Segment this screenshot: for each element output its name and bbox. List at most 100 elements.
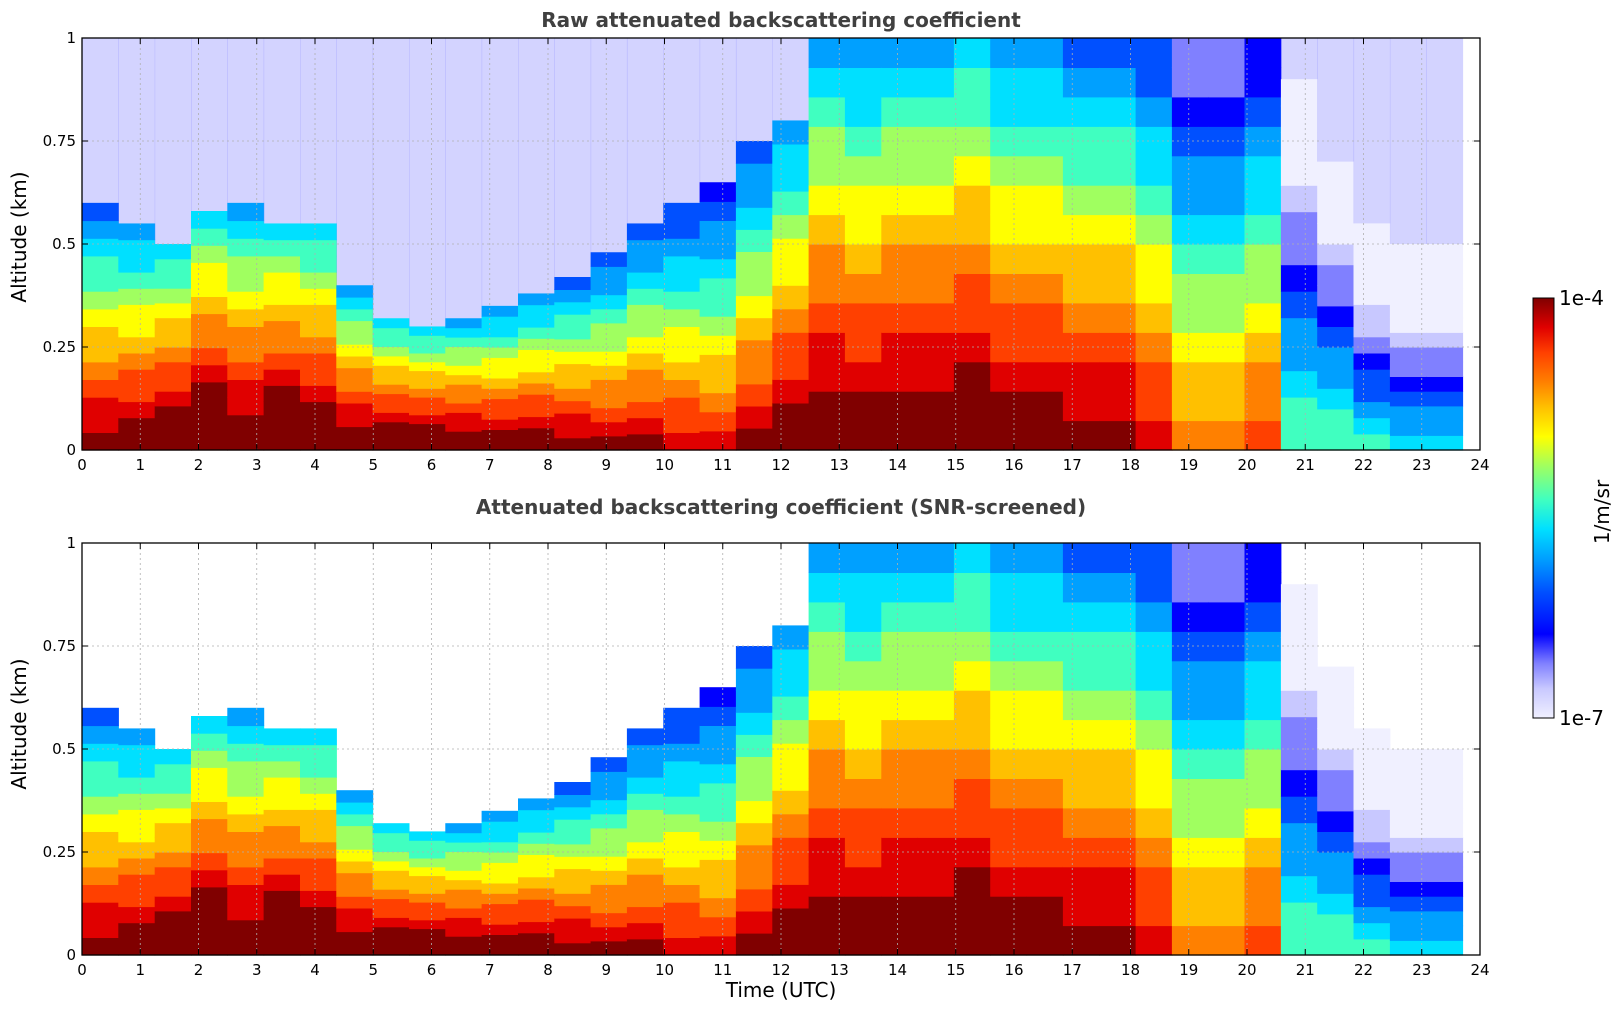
heatmap-cell <box>1171 690 1209 721</box>
heatmap-cell <box>518 360 555 373</box>
heatmap-cell <box>772 672 810 697</box>
heatmap-cell <box>844 601 882 632</box>
x-tick-label: 1 <box>135 961 145 979</box>
heatmap-cell <box>1208 244 1246 274</box>
heatmap-cell <box>881 543 919 573</box>
heatmap-cell <box>1062 273 1100 304</box>
heatmap-cell <box>1171 719 1209 750</box>
heatmap-cell <box>1244 601 1282 632</box>
heatmap-cell <box>554 388 592 402</box>
heatmap-cell <box>1208 185 1246 216</box>
heatmap-cell <box>336 860 374 874</box>
axis-ticks: 0 1 2 3 4 5 6 7 8 9 10 11 12 13 14 15 16 17 18 19 20 21 22 23 24… <box>43 534 1490 979</box>
heatmap-cell <box>518 854 555 867</box>
heatmap-cell <box>1317 831 1355 853</box>
heatmap-cell <box>1062 807 1100 838</box>
heatmap-cell <box>336 426 374 439</box>
heatmap-cell <box>1062 38 1100 68</box>
heatmap-cell <box>1317 749 1355 771</box>
heatmap-cell <box>227 344 265 363</box>
heatmap-cell <box>1426 881 1464 897</box>
heatmap-cell <box>1099 67 1137 98</box>
heatmap-cell <box>735 295 773 319</box>
heatmap-cell <box>82 361 119 380</box>
heatmap-cell <box>663 238 701 257</box>
heatmap-cell <box>300 288 337 305</box>
heatmap-cell <box>1244 807 1282 838</box>
heatmap-cell <box>227 220 265 239</box>
heatmap-cell <box>1099 896 1137 927</box>
heatmap-cell <box>663 414 701 433</box>
noise-cell <box>191 38 228 211</box>
heatmap-cell <box>1099 925 1137 956</box>
heatmap-cell <box>844 214 882 245</box>
heatmap-cell <box>917 925 955 956</box>
heatmap-cell <box>336 849 374 862</box>
heatmap-cell <box>82 273 119 292</box>
heatmap-cell <box>336 297 374 310</box>
heatmap-cell <box>1353 890 1391 908</box>
heatmap-cell <box>1099 214 1137 245</box>
heatmap-cell <box>990 67 1028 98</box>
heatmap-cell <box>626 744 664 762</box>
heatmap-cell <box>1062 778 1100 809</box>
heatmap-cell <box>1062 185 1100 216</box>
heatmap-cell <box>1135 214 1173 245</box>
heatmap-cell <box>118 352 156 370</box>
heatmap-cell <box>590 856 628 871</box>
heatmap-cell <box>1353 922 1391 940</box>
heatmap-cell <box>1389 435 1427 451</box>
heatmap-cell <box>518 405 555 418</box>
heatmap-cell <box>1353 760 1391 778</box>
heatmap-cell <box>844 420 882 451</box>
heatmap-cell <box>118 255 156 273</box>
heatmap-cell <box>1317 305 1355 327</box>
heatmap-cell <box>699 277 737 298</box>
heatmap-cell <box>300 906 337 924</box>
heatmap-cell <box>300 385 337 403</box>
heatmap-cell <box>445 337 483 347</box>
y-tick-label: 0.25 <box>43 338 76 356</box>
heatmap-cell <box>445 318 483 329</box>
heatmap-cell <box>481 336 519 348</box>
heatmap-cell <box>663 831 701 850</box>
heatmap-cell <box>154 896 192 912</box>
heatmap-cell <box>518 416 555 429</box>
heatmap-cell <box>626 401 664 419</box>
heatmap-cell <box>1426 807 1464 824</box>
heatmap-cell <box>372 393 410 404</box>
heatmap-cell <box>372 374 410 385</box>
heatmap-cell <box>1208 690 1246 721</box>
heatmap-cell <box>1208 719 1246 750</box>
heatmap-cell <box>300 809 337 827</box>
heatmap-cell <box>1353 304 1391 322</box>
heatmap-cell <box>1171 925 1209 956</box>
heatmap-cell <box>917 660 955 691</box>
heatmap-cell <box>590 757 628 772</box>
x-tick-label: 21 <box>1296 456 1315 474</box>
x-tick-label: 24 <box>1470 961 1489 979</box>
heatmap-cell <box>481 893 519 905</box>
y-tick-label: 0.75 <box>43 637 76 655</box>
heatmap-cell <box>1099 572 1137 603</box>
heatmap-cell <box>844 361 882 392</box>
heatmap-cell <box>481 913 519 925</box>
heatmap-cell <box>1062 601 1100 632</box>
heatmap-cell <box>1135 690 1173 721</box>
heatmap-cell <box>953 361 991 392</box>
heatmap-cell <box>445 421 483 432</box>
heatmap-cell <box>772 766 810 791</box>
heatmap-cell <box>191 279 228 297</box>
heatmap-cell <box>1099 749 1137 779</box>
heatmap-cell <box>372 898 410 909</box>
heatmap-cell <box>82 344 119 363</box>
heatmap-cell <box>1389 763 1427 779</box>
panel-title: Attenuated backscattering coefficient (S… <box>476 495 1086 519</box>
y-tick-label: 0.5 <box>52 235 76 253</box>
heatmap-cell <box>1208 778 1246 809</box>
heatmap-cell <box>808 778 846 809</box>
heatmap-cell <box>118 857 156 875</box>
heatmap-cell <box>82 326 119 345</box>
heatmap-cell <box>699 239 737 260</box>
heatmap-cell <box>1026 660 1064 691</box>
